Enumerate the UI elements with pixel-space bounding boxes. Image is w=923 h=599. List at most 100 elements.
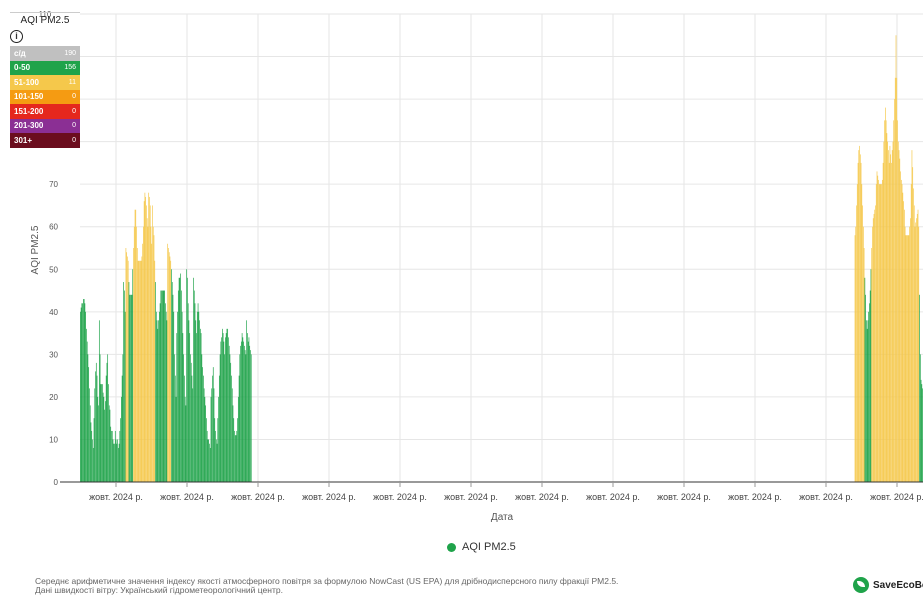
legend-row[interactable]: 201-300 0 <box>10 118 80 133</box>
bar[interactable] <box>113 443 115 482</box>
bar[interactable] <box>96 375 98 482</box>
bar[interactable] <box>188 320 190 482</box>
bar[interactable] <box>208 439 210 482</box>
legend-row[interactable]: 0-50 156 <box>10 60 80 75</box>
bar[interactable] <box>900 179 902 482</box>
bar[interactable] <box>218 396 219 482</box>
bar[interactable] <box>174 375 176 482</box>
bar[interactable] <box>155 282 156 482</box>
bar[interactable] <box>125 248 127 482</box>
bar[interactable] <box>904 209 905 482</box>
bar[interactable] <box>114 443 115 482</box>
bar[interactable] <box>182 333 184 482</box>
bar[interactable] <box>245 354 247 482</box>
bar[interactable] <box>165 311 167 482</box>
bar[interactable] <box>177 290 179 482</box>
bar[interactable] <box>895 35 897 483</box>
bar[interactable] <box>192 388 194 482</box>
bar[interactable] <box>196 333 197 482</box>
bar[interactable] <box>107 354 109 482</box>
bar[interactable] <box>163 290 165 482</box>
bar[interactable] <box>903 201 904 482</box>
bar[interactable] <box>881 179 883 482</box>
bar[interactable] <box>864 277 866 482</box>
bar[interactable] <box>201 354 203 482</box>
bar[interactable] <box>871 248 873 482</box>
bar[interactable] <box>244 350 246 482</box>
bar[interactable] <box>193 290 195 482</box>
bar[interactable] <box>97 396 99 482</box>
bar[interactable] <box>240 345 241 482</box>
bar[interactable] <box>873 213 875 482</box>
bar[interactable] <box>863 226 864 482</box>
legend-row[interactable]: 51-100 11 <box>10 75 80 90</box>
bar[interactable] <box>866 320 867 482</box>
bar[interactable] <box>894 99 895 482</box>
bar[interactable] <box>175 396 177 482</box>
bar[interactable] <box>169 256 171 482</box>
bar[interactable] <box>212 375 213 482</box>
bar[interactable] <box>135 209 137 482</box>
bar[interactable] <box>238 375 240 482</box>
bar[interactable] <box>197 303 199 482</box>
bar[interactable] <box>124 311 126 482</box>
bar[interactable] <box>203 375 204 482</box>
bar[interactable] <box>231 375 232 482</box>
bar[interactable] <box>166 320 168 482</box>
bar[interactable] <box>904 226 906 482</box>
bar[interactable] <box>915 222 917 482</box>
bar[interactable] <box>888 162 890 482</box>
bar[interactable] <box>86 328 87 482</box>
bar[interactable] <box>859 145 860 482</box>
bar[interactable] <box>84 303 86 482</box>
bar[interactable] <box>237 418 238 482</box>
bar[interactable] <box>190 354 191 482</box>
bar[interactable] <box>894 77 896 482</box>
bar[interactable] <box>146 205 147 482</box>
bar[interactable] <box>860 162 862 482</box>
bar[interactable] <box>144 192 146 482</box>
bar[interactable] <box>122 354 124 482</box>
bar[interactable] <box>247 341 249 482</box>
bar[interactable] <box>912 167 914 482</box>
bar[interactable] <box>910 184 912 482</box>
bar[interactable] <box>171 282 173 482</box>
bar[interactable] <box>193 277 194 482</box>
bar[interactable] <box>884 120 885 483</box>
bar[interactable] <box>174 354 175 482</box>
bar[interactable] <box>80 311 81 482</box>
bar[interactable] <box>104 409 105 482</box>
bar[interactable] <box>171 269 172 482</box>
bar[interactable] <box>168 248 169 482</box>
bar[interactable] <box>143 201 145 482</box>
bar[interactable] <box>891 162 892 482</box>
bar[interactable] <box>230 362 232 482</box>
bar[interactable] <box>856 184 858 482</box>
bar[interactable] <box>204 396 206 482</box>
bar[interactable] <box>914 226 916 482</box>
bar[interactable] <box>228 345 230 482</box>
bar[interactable] <box>906 235 907 482</box>
bar[interactable] <box>872 226 873 482</box>
bar[interactable] <box>191 375 193 482</box>
bar[interactable] <box>152 226 154 482</box>
bar[interactable] <box>164 290 165 482</box>
bar[interactable] <box>892 141 894 482</box>
bar[interactable] <box>133 248 134 482</box>
bar[interactable] <box>857 162 859 482</box>
bar[interactable] <box>902 192 904 482</box>
bar[interactable] <box>98 320 100 482</box>
bar[interactable] <box>897 141 899 482</box>
bar[interactable] <box>137 260 139 482</box>
bar[interactable] <box>162 290 164 482</box>
bar[interactable] <box>885 107 886 482</box>
bar[interactable] <box>95 362 97 482</box>
bar[interactable] <box>121 375 123 482</box>
bar[interactable] <box>83 299 84 482</box>
bar[interactable] <box>165 303 166 482</box>
bar[interactable] <box>105 401 106 482</box>
bar[interactable] <box>110 426 112 482</box>
bar[interactable] <box>114 430 116 482</box>
bar[interactable] <box>116 443 118 482</box>
bar[interactable] <box>82 303 83 482</box>
